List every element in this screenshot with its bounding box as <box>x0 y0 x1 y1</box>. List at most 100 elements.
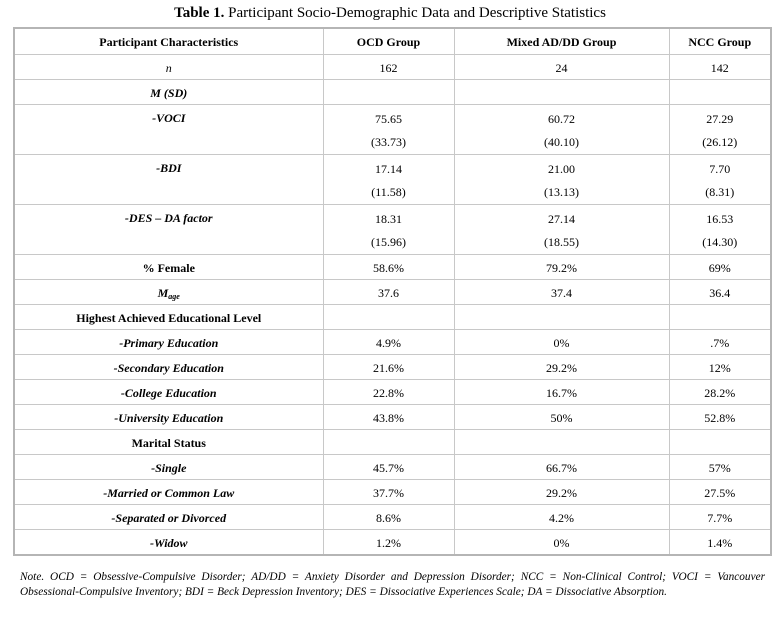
table-note: Note. OCD = Obsessive-Compulsive Disorde… <box>20 571 765 598</box>
table-cell <box>322 429 455 455</box>
cell-sd: (18.55) <box>544 235 579 249</box>
cell-value: 27.5% <box>704 486 736 500</box>
table-cell <box>453 304 670 330</box>
row-label: -Separated or Divorced <box>13 504 324 530</box>
cell-value: 57% <box>708 461 731 475</box>
cell-value: 0% <box>553 536 570 550</box>
cell-value: 21.00 <box>548 162 575 176</box>
row-label-text: Marital Status <box>131 436 206 450</box>
table-row: Mage 37.6 37.4 36.4 <box>13 279 772 305</box>
row-label: M (SD) <box>13 79 324 105</box>
table-row: -BDI 17.14 (11.58) 21.00 (13.13) 7.70 (8.31) <box>13 154 772 205</box>
table-cell: 21.00 (13.13) <box>453 154 670 205</box>
table-cell: 43.8% <box>322 404 455 430</box>
table-cell: 142 <box>668 54 772 80</box>
cell-value: 16.7% <box>546 386 577 400</box>
row-label-text: -DES – DA factor <box>124 211 213 225</box>
row-label: n <box>13 54 324 80</box>
table-cell: 29.2% <box>453 479 670 505</box>
cell-value: 69% <box>708 261 731 275</box>
table-cell <box>668 79 772 105</box>
table-cell: 18.31 (15.96) <box>322 204 455 255</box>
row-label: -VOCI <box>13 104 324 155</box>
cell-value: 52.8% <box>704 411 736 425</box>
table-cell: 66.7% <box>453 454 670 480</box>
table-cell: 52.8% <box>668 404 772 430</box>
cell-value: 17.14 <box>375 162 402 176</box>
cell-value: 27.29 <box>706 112 734 126</box>
table-row: -Single 45.7% 66.7% 57% <box>13 454 772 480</box>
table-row: -Primary Education 4.9% 0% .7% <box>13 329 772 355</box>
table-row: M (SD) <box>13 79 772 105</box>
table-cell: 29.2% <box>453 354 670 380</box>
cell-value: 29.2% <box>546 486 577 500</box>
cell-sd: (26.12) <box>702 135 738 149</box>
column-header: Participant Characteristics <box>13 27 324 55</box>
row-label-subscript: age <box>168 292 180 301</box>
row-label: Mage <box>13 279 324 305</box>
table-cell: 4.2% <box>453 504 670 530</box>
table-cell: 37.7% <box>322 479 455 505</box>
table-cell: 45.7% <box>322 454 455 480</box>
row-label: -Secondary Education <box>13 354 324 380</box>
table-cell: 79.2% <box>453 254 670 280</box>
row-label-text: M <box>157 286 169 300</box>
table-cell: 27.14 (18.55) <box>453 204 670 255</box>
row-label: -College Education <box>13 379 324 405</box>
cell-value: 27.14 <box>548 212 575 226</box>
cell-value: 36.4 <box>709 286 731 300</box>
cell-value: 45.7% <box>373 461 404 475</box>
cell-sd: (8.31) <box>705 185 735 199</box>
cell-value: 4.2% <box>549 511 574 525</box>
table-cell: 4.9% <box>322 329 455 355</box>
row-label: Highest Achieved Educational Level <box>13 304 324 330</box>
row-label-text: % Female <box>142 261 195 275</box>
table-cell: 50% <box>453 404 670 430</box>
table-cell <box>322 79 455 105</box>
table-cell: 21.6% <box>322 354 455 380</box>
cell-sd: (13.13) <box>544 185 579 199</box>
cell-value: 37.7% <box>373 486 404 500</box>
row-label-text: M (SD) <box>150 86 188 100</box>
row-label-text: -VOCI <box>152 111 186 125</box>
table-cell: 69% <box>668 254 772 280</box>
row-label: -Single <box>13 454 324 480</box>
row-label-text: -Secondary Education <box>113 361 224 375</box>
table-row: -University Education 43.8% 50% 52.8% <box>13 404 772 430</box>
demographics-table: Participant Characteristics OCD Group Mi… <box>13 27 772 556</box>
cell-sd: (14.30) <box>702 235 738 249</box>
table-cell: 75.65 (33.73) <box>322 104 455 155</box>
table-row: -DES – DA factor 18.31 (15.96) 27.14 (18.55)… <box>13 204 772 255</box>
cell-value: 18.31 <box>375 212 402 226</box>
cell-sd: (33.73) <box>371 135 406 149</box>
row-label-text: -Widow <box>149 536 188 550</box>
header-row: Participant Characteristics OCD Group Mi… <box>13 27 772 55</box>
table-cell: 27.5% <box>668 479 772 505</box>
table-row: -Separated or Divorced 8.6% 4.2% 7.7% <box>13 504 772 530</box>
cell-value: 50% <box>550 411 573 425</box>
cell-value: 37.4 <box>551 286 572 300</box>
table-row: % Female 58.6% 79.2% 69% <box>13 254 772 280</box>
table-row: -Widow 1.2% 0% 1.4% <box>13 529 772 556</box>
cell-value: 43.8% <box>373 411 404 425</box>
row-label-text: -Separated or Divorced <box>111 511 227 525</box>
cell-sd: (40.10) <box>544 135 579 149</box>
cell-value: 7.70 <box>709 162 731 176</box>
cell-value: 66.7% <box>546 461 577 475</box>
cell-value: 21.6% <box>373 361 404 375</box>
table-caption: Participant Socio-Demographic Data and D… <box>228 5 606 21</box>
table-row: Marital Status <box>13 429 772 455</box>
row-label: -Widow <box>13 529 324 556</box>
table-cell: 1.4% <box>668 529 772 556</box>
cell-value: 8.6% <box>376 511 401 525</box>
table-cell: 162 <box>322 54 455 80</box>
cell-value: 29.2% <box>546 361 577 375</box>
row-label-text: -Single <box>151 461 187 475</box>
table-cell <box>453 429 670 455</box>
table-row: Highest Achieved Educational Level <box>13 304 772 330</box>
table-row: n 162 24 142 <box>13 54 772 80</box>
row-label-text: n <box>165 61 172 75</box>
table-cell: 7.7% <box>668 504 772 530</box>
table-cell: 28.2% <box>668 379 772 405</box>
table-cell: 17.14 (11.58) <box>322 154 455 205</box>
